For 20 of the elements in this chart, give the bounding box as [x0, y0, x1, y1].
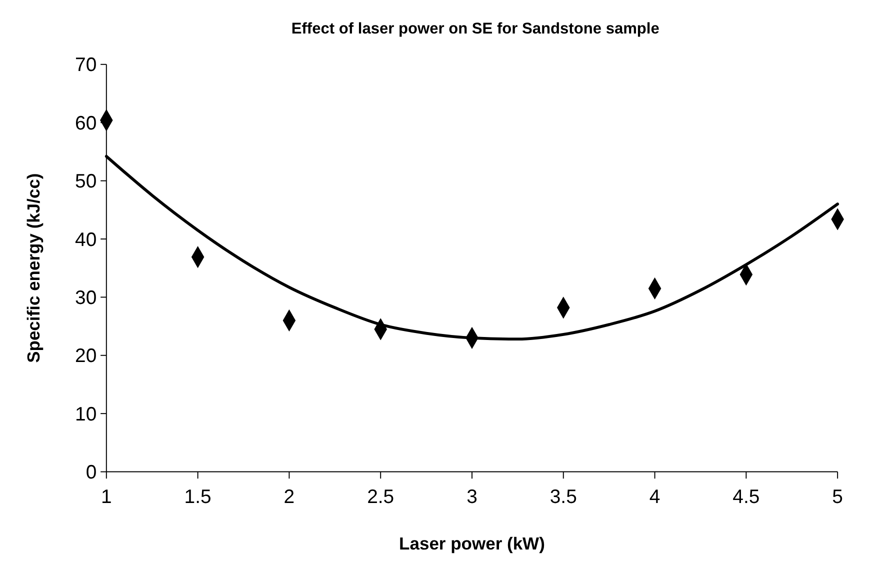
x-tick-label: 4.5: [732, 486, 760, 508]
x-tick-label: 4: [649, 486, 660, 508]
x-tick-label: 1: [101, 486, 112, 508]
y-tick-label: 20: [75, 345, 97, 368]
y-tick-label: 30: [75, 286, 97, 309]
chart-title: Effect of laser power on SE for Sandstone sample: [291, 20, 660, 38]
y-tick-label: 50: [75, 170, 97, 193]
y-axis-title: Specific energy (kJ/cc): [23, 173, 44, 363]
x-tick-label: 5: [832, 486, 843, 508]
x-tick-label: 1.5: [184, 486, 212, 508]
y-tick-label: 70: [75, 54, 97, 76]
y-tick-label: 10: [75, 403, 97, 426]
y-tick-label: 60: [75, 112, 97, 134]
y-tick-label: 0: [86, 462, 97, 484]
x-axis-title: Laser power (kW): [399, 534, 545, 554]
x-tick-label: 2: [284, 486, 295, 508]
x-tick-label: 3: [466, 486, 478, 508]
x-tick-label: 2.5: [367, 486, 394, 508]
x-tick-label: 3.5: [550, 486, 577, 508]
y-tick-label: 40: [75, 228, 97, 251]
